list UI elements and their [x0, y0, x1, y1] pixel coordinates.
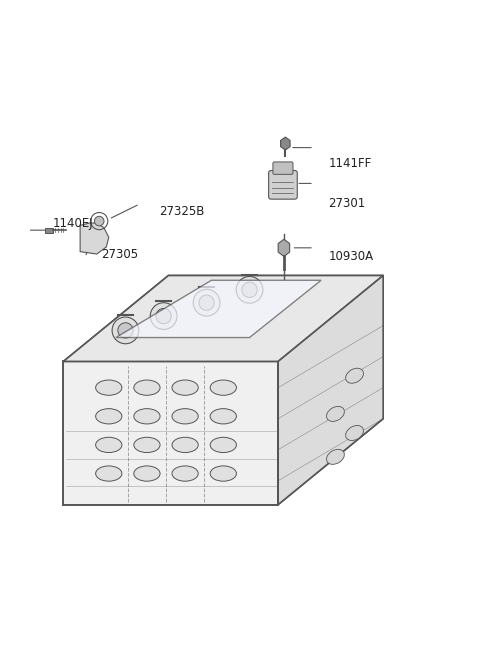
FancyBboxPatch shape	[273, 162, 293, 174]
Ellipse shape	[172, 380, 198, 396]
Ellipse shape	[134, 409, 160, 424]
Ellipse shape	[210, 409, 237, 424]
Text: 27305: 27305	[102, 247, 139, 260]
Ellipse shape	[134, 438, 160, 453]
Ellipse shape	[210, 466, 237, 482]
Ellipse shape	[96, 438, 122, 453]
Polygon shape	[63, 361, 278, 504]
Ellipse shape	[326, 407, 344, 421]
Ellipse shape	[96, 380, 122, 396]
Circle shape	[95, 216, 104, 226]
Ellipse shape	[210, 380, 237, 396]
Polygon shape	[281, 137, 290, 150]
FancyBboxPatch shape	[269, 171, 297, 199]
Ellipse shape	[134, 380, 160, 396]
Ellipse shape	[172, 409, 198, 424]
Circle shape	[199, 295, 214, 310]
Ellipse shape	[172, 466, 198, 482]
Ellipse shape	[96, 466, 122, 482]
Circle shape	[112, 317, 139, 344]
Text: 27325B: 27325B	[159, 205, 204, 218]
Ellipse shape	[326, 449, 344, 464]
Circle shape	[150, 302, 177, 329]
Ellipse shape	[210, 438, 237, 453]
Polygon shape	[278, 239, 289, 256]
Circle shape	[193, 289, 220, 316]
Ellipse shape	[172, 438, 198, 453]
Polygon shape	[278, 276, 383, 504]
Text: 1140EJ: 1140EJ	[53, 216, 94, 230]
Text: 27301: 27301	[328, 197, 366, 211]
Circle shape	[156, 308, 171, 323]
Ellipse shape	[346, 426, 363, 440]
Polygon shape	[116, 280, 321, 338]
Circle shape	[242, 282, 257, 297]
Ellipse shape	[134, 466, 160, 482]
Circle shape	[236, 276, 263, 303]
Ellipse shape	[96, 409, 122, 424]
Ellipse shape	[346, 368, 363, 383]
Text: 1141FF: 1141FF	[328, 157, 372, 170]
Text: 10930A: 10930A	[328, 250, 373, 263]
Polygon shape	[80, 223, 109, 254]
Polygon shape	[63, 276, 383, 361]
FancyBboxPatch shape	[45, 228, 53, 233]
Circle shape	[118, 323, 133, 338]
